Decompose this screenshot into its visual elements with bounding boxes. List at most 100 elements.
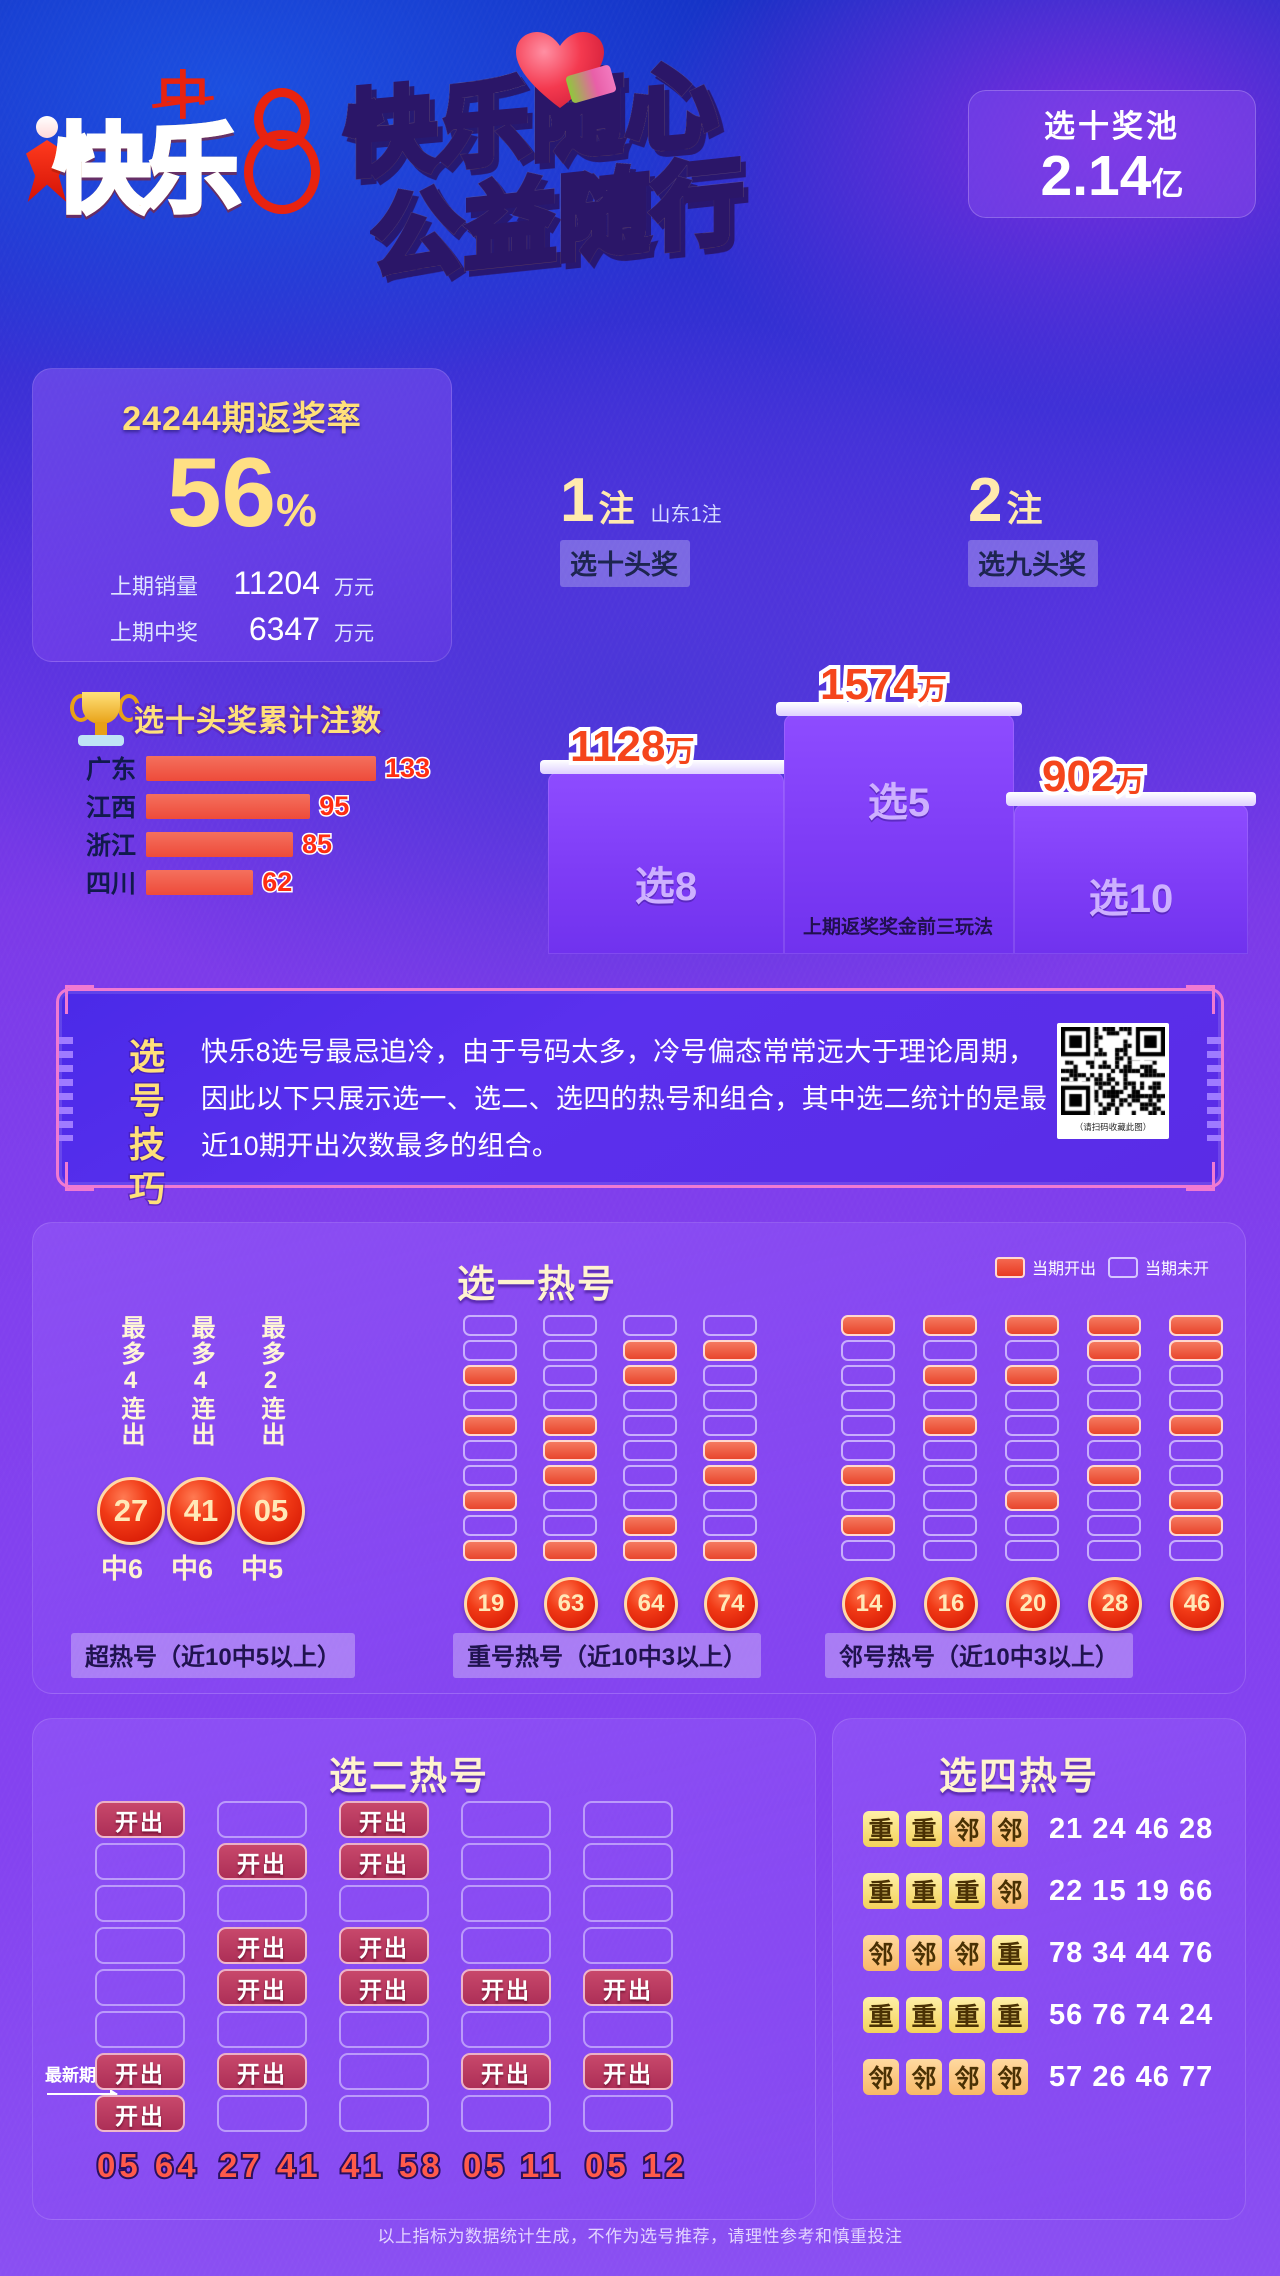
cell-empty xyxy=(1005,1340,1059,1361)
podium-value-number: 1574 xyxy=(816,656,922,713)
pair-cell-drawn: 开出 xyxy=(95,2095,185,2132)
hot-number-ball[interactable]: 64 xyxy=(624,1577,678,1631)
podium-value-number: 1128 xyxy=(566,718,670,775)
pair-column: 开出 开出 开出 xyxy=(95,1801,185,2137)
pick-four-numbers: 21 24 46 28 xyxy=(1049,1812,1214,1845)
pair-cell-drawn: 开出 xyxy=(339,1801,429,1838)
cell-drawn xyxy=(543,1415,597,1436)
cell-empty xyxy=(543,1315,597,1336)
jackpot-number: 2.14 xyxy=(1040,144,1152,208)
bar-label: 浙江 xyxy=(85,833,136,860)
tips-frame: 选号技巧 快乐8选号最忌追冷，由于号码太多，冷号偏态常常远大于理论周期，因此以下… xyxy=(56,985,1224,1211)
pair-cell-empty xyxy=(583,1885,673,1922)
hot-number-ball[interactable]: 28 xyxy=(1088,1577,1142,1631)
cell-drawn xyxy=(1169,1340,1223,1361)
number-column: 46 xyxy=(1169,1315,1224,1631)
pair-cell-empty xyxy=(339,2011,429,2048)
cell-empty xyxy=(543,1365,597,1386)
sales-value: 11204 xyxy=(233,565,320,601)
tag-neighbor: 邻 xyxy=(992,1811,1028,1847)
streak-text: 最多2连出 xyxy=(257,1315,284,1448)
tag-neighbor: 邻 xyxy=(949,2059,985,2095)
return-rate-title: 24244期返奖率 xyxy=(122,400,362,438)
pick-four-numbers: 56 76 74 24 xyxy=(1049,1998,1214,2031)
tag-repeat: 重 xyxy=(906,1811,942,1847)
legend-label: 当期未开 xyxy=(1144,1261,1209,1278)
cell-drawn xyxy=(543,1465,597,1486)
cell-drawn xyxy=(1169,1315,1223,1336)
winner-unit: 注 xyxy=(1006,488,1043,529)
bar-fill xyxy=(146,793,311,819)
hot-number-ball[interactable]: 41 xyxy=(167,1477,235,1545)
cell-drawn xyxy=(703,1465,757,1486)
cell-drawn xyxy=(1005,1365,1059,1386)
cell-drawn xyxy=(703,1440,757,1461)
winner-unit: 注 xyxy=(598,488,635,529)
cell-empty xyxy=(463,1515,517,1536)
hit-count-label: 中6 xyxy=(171,1554,214,1584)
pair-cell-drawn: 开出 xyxy=(461,2053,551,2090)
cell-drawn xyxy=(1087,1465,1141,1486)
pair-cell-drawn: 开出 xyxy=(583,1969,673,2006)
cell-empty xyxy=(623,1440,677,1461)
pair-cell-empty xyxy=(461,1927,551,1964)
qr-code[interactable]: （请扫码收藏此图） xyxy=(1057,1023,1169,1139)
cell-empty xyxy=(463,1465,517,1486)
tips-right-decor xyxy=(1207,1037,1221,1141)
pair-cell-drawn: 开出 xyxy=(217,1927,307,1964)
section-pick-four: 选四热号 重重邻邻 21 24 46 28 重重重邻 22 15 19 66 邻邻邻重 7… xyxy=(832,1718,1246,2220)
cell-empty xyxy=(543,1340,597,1361)
tag-repeat: 重 xyxy=(992,1997,1028,2033)
podium-value-unit: 万 xyxy=(1111,762,1148,802)
podium-value-number: 902 xyxy=(1038,748,1119,805)
hot-number-ball[interactable]: 19 xyxy=(464,1577,518,1631)
cell-drawn xyxy=(623,1515,677,1536)
section-one-title: 选一热号 xyxy=(457,1264,618,1306)
section-pick-two: 选二热号 最新期 开出 开出 开出 05 64 开出 开出 开出 开出 27 41 开出 开出 开出开… xyxy=(32,1718,816,2220)
hot-number-ball[interactable]: 27 xyxy=(97,1477,165,1545)
bar-row: 广东 133 xyxy=(50,751,490,784)
return-rate-value: 56% xyxy=(33,443,451,541)
tag-repeat: 重 xyxy=(906,1997,942,2033)
pair-cell-empty xyxy=(217,2095,307,2132)
pair-cell-drawn: 开出 xyxy=(95,1801,185,1838)
cell-drawn xyxy=(703,1340,757,1361)
legend-swatch-off xyxy=(1107,1256,1138,1278)
number-column: 16 xyxy=(923,1315,978,1631)
neighbor-hot-bottom-label: 邻号热号（近10中3以上） xyxy=(825,1633,1134,1678)
hot-number-ball[interactable]: 16 xyxy=(924,1577,978,1631)
podium-step-2: 选8 xyxy=(540,760,792,954)
tag-neighbor: 邻 xyxy=(906,1935,942,1971)
pick-four-row: 邻邻邻邻 57 26 46 77 xyxy=(863,2059,1213,2095)
winner-note: 山东1注 xyxy=(650,504,722,526)
number-column: 74 xyxy=(703,1315,758,1631)
tips-left-decor xyxy=(59,1037,73,1141)
cell-empty xyxy=(841,1390,895,1411)
cell-drawn xyxy=(923,1415,977,1436)
hot-number-ball[interactable]: 05 xyxy=(237,1477,305,1545)
winner-tag: 选十头奖 xyxy=(560,540,690,587)
winner-tag: 选九头奖 xyxy=(968,540,1098,587)
pair-numbers: 05 64 xyxy=(95,2145,200,2186)
hot-number-ball[interactable]: 20 xyxy=(1006,1577,1060,1631)
hot-number-ball[interactable]: 74 xyxy=(704,1577,758,1631)
winner-count: 2 xyxy=(968,466,1003,535)
tag-repeat: 重 xyxy=(863,1811,899,1847)
pair-cell-empty xyxy=(217,1885,307,1922)
footer-disclaimer: 以上指标为数据统计生成，不作为选号推荐，请理性参考和慎重投注 xyxy=(377,2227,903,2246)
cell-empty xyxy=(703,1490,757,1511)
province-bar-chart: 选十头奖累计注数 广东 133 江西 95 浙江 85 四川 62 xyxy=(50,690,490,940)
prize-value: 6347 xyxy=(248,611,320,647)
tag-repeat: 重 xyxy=(949,1873,985,1909)
prize-row: 上期中奖 6347 万元 xyxy=(33,611,451,648)
hot-number-ball[interactable]: 46 xyxy=(1170,1577,1224,1631)
hot-number-ball[interactable]: 14 xyxy=(842,1577,896,1631)
tag-repeat: 重 xyxy=(949,1997,985,2033)
pair-cell-drawn: 开出 xyxy=(461,1969,551,2006)
cell-drawn xyxy=(623,1340,677,1361)
cell-empty xyxy=(1169,1390,1223,1411)
pair-column: 开出 开出 开出 开出 xyxy=(217,1801,307,2137)
cell-drawn xyxy=(703,1540,757,1561)
hot-number-ball[interactable]: 63 xyxy=(544,1577,598,1631)
cell-drawn xyxy=(463,1365,517,1386)
